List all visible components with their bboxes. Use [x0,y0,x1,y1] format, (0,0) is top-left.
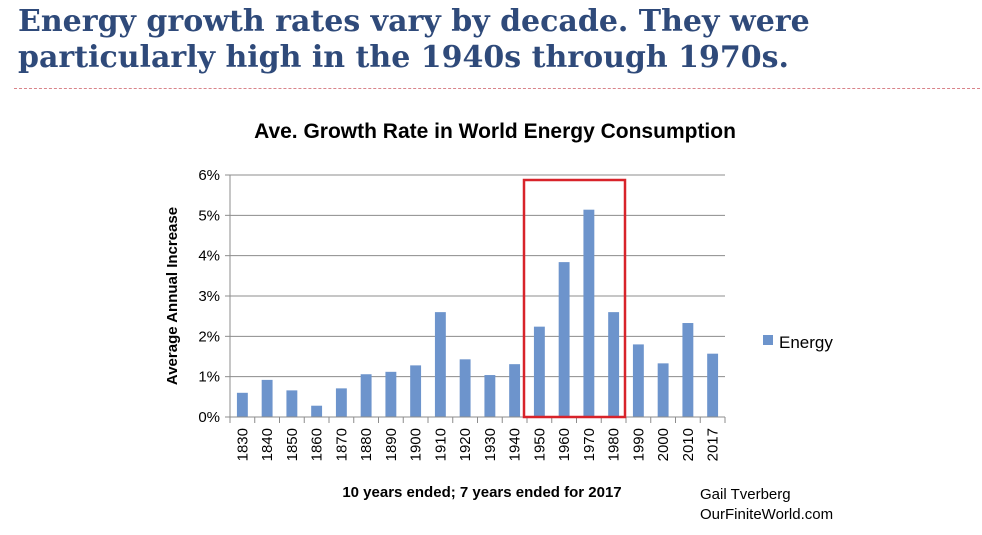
bar-1910 [434,312,446,417]
x-tick-label: 1880 [358,428,375,461]
title-divider [14,88,980,89]
bar-1940 [509,364,521,417]
x-tick-label: 1850 [284,428,301,461]
x-tick-labels: 1830 1840 1850 1860 1870 1880 1890 1900 1910 1920… [234,428,721,461]
highlight-rect [522,178,627,419]
x-tick-label: 1890 [383,428,400,461]
x-tick-label: 1930 [482,428,499,461]
bar-1960 [558,262,570,417]
x-tick-label: 1980 [606,428,623,461]
y-tick-labels: 0% 1% 2% 3% 4% 5% 6% [198,167,220,426]
y-axis-label: Average Annual Increase [164,207,181,385]
bar-2000 [657,363,669,417]
bar-1990 [632,344,644,417]
x-tick-label: 1970 [581,428,598,461]
bar-1830 [236,392,248,417]
x-tick-label: 1910 [432,428,449,461]
bar-1860 [311,405,323,417]
bars [236,209,719,417]
legend: Energy [763,333,833,352]
y-tick-label: 0% [198,409,220,426]
bar-1970 [583,209,595,417]
legend-label: Energy [779,333,833,352]
x-tick-label: 1920 [457,428,474,461]
y-tick-label: 2% [198,328,220,345]
bar-1850 [286,390,298,417]
x-tick-label: 1900 [408,428,425,461]
highlight-box [522,178,627,419]
x-tick-label: 2000 [655,428,672,461]
credit-author: Gail Tverberg [700,486,791,503]
x-tick-label: 1870 [333,428,350,461]
bar-1890 [385,371,397,417]
bar-1840 [261,379,273,417]
bar-1870 [335,388,347,417]
legend-swatch [763,335,773,345]
y-tick-label: 6% [198,167,220,184]
credit: Gail Tverberg OurFiniteWorld.com [700,485,833,525]
bar-1930 [484,375,496,417]
bar-1950 [533,326,545,417]
x-tick-label: 1860 [309,428,326,461]
gridlines [225,174,725,418]
bar-2017 [707,353,719,417]
x-tick-label: 1840 [259,428,276,461]
y-tick-label: 1% [198,369,220,386]
bar-1880 [360,374,372,417]
credit-website: OurFiniteWorld.com [700,506,834,523]
bar-1920 [459,359,471,417]
chart-title: Ave. Growth Rate in World Energy Consump… [254,120,736,143]
axes [229,175,726,423]
y-tick-label: 3% [198,288,220,305]
x-tick-label: 2017 [705,428,722,461]
x-tick-label: 1830 [234,428,251,461]
x-tick-label: 2010 [680,428,697,461]
y-tick-label: 5% [198,207,220,224]
x-tick-label: 1950 [531,428,548,461]
bar-1900 [410,365,422,417]
x-tick-label: 1940 [507,428,524,461]
slide-title: Energy growth rates vary by decade. They… [18,4,810,75]
x-tick-label: 1990 [630,428,647,461]
x-tick-label: 1960 [556,428,573,461]
bar-1980 [608,312,620,417]
y-tick-label: 4% [198,248,220,265]
bar-2010 [682,323,694,417]
x-axis-label: 10 years ended; 7 years ended for 2017 [342,484,621,501]
